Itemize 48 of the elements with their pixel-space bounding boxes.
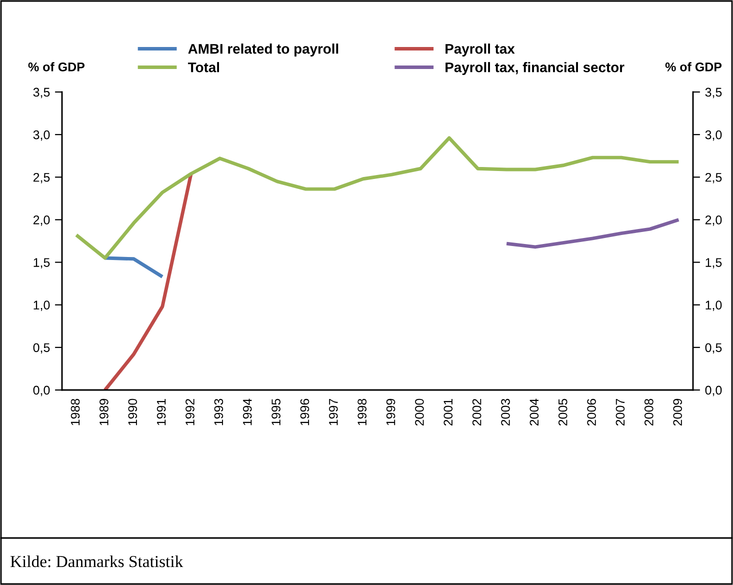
- legend-label: Payroll tax: [446, 44, 515, 57]
- y-tick-label: 0,5: [33, 343, 50, 354]
- x-tick-label: 2000: [415, 398, 424, 426]
- x-tick-label: 1993: [214, 398, 224, 426]
- x-tick-label: 1989: [100, 398, 108, 426]
- y-tick-label: 1,0: [34, 300, 50, 311]
- x-tick-label: 2005: [558, 398, 568, 426]
- x-tick-label: 2002: [472, 398, 482, 426]
- legend-label: AMBI related to payroll: [188, 44, 338, 57]
- y2-axis-title: % of GDP: [665, 62, 722, 72]
- x-tick-label: 1999: [386, 398, 396, 426]
- x-tick-label: 2003: [501, 398, 510, 426]
- x-tick-label: 1988: [70, 398, 80, 426]
- y-tick-label: 3,0: [33, 130, 50, 141]
- line-series: [103, 172, 193, 390]
- text: Kilde: Danmarks Statistik: [10, 555, 184, 568]
- y-tick-label: 3,5: [33, 88, 50, 98]
- y2-tick-label: 1,0: [706, 300, 722, 311]
- y2-tick-label: 3,0: [705, 130, 722, 141]
- y2-tick-label: 1,5: [706, 258, 722, 268]
- x-tick-label: 1991: [156, 398, 166, 426]
- y2-tick-label: 2,5: [705, 172, 722, 184]
- x-tick-label: 1996: [300, 398, 310, 426]
- legend-label: Payroll tax, financial sector: [446, 62, 624, 76]
- y2-tick-label: 2,0: [705, 216, 722, 226]
- x-tick-label: 1998: [358, 398, 367, 426]
- x-tick-label: 1997: [328, 398, 338, 426]
- y-axis-title: % of GDP: [28, 62, 85, 72]
- legend-label: Total: [188, 62, 220, 72]
- x-tick-label: 1990: [128, 398, 138, 426]
- x-tick-label: 2009: [673, 398, 682, 426]
- line-series: [74, 136, 680, 260]
- y-tick-label: 2,5: [33, 172, 50, 184]
- x-tick-label: 1995: [272, 398, 280, 426]
- x-tick-label: 2008: [644, 398, 654, 426]
- y-tick-label: 2,0: [33, 216, 50, 226]
- y2-tick-label: 3,5: [705, 88, 722, 98]
- line-series: [504, 218, 680, 249]
- x-tick-label: 1994: [242, 398, 252, 426]
- x-tick-label: 2007: [616, 398, 625, 426]
- x-tick-label: 2004: [530, 398, 539, 426]
- y-tick-label: 0,0: [33, 386, 50, 396]
- y2-tick-label: 0,0: [705, 386, 722, 396]
- x-tick-label: 2001: [444, 398, 453, 426]
- x-tick-label: 2006: [587, 398, 596, 426]
- y2-tick-label: 0,5: [705, 343, 722, 354]
- x-tick-label: 1992: [186, 398, 194, 426]
- y-tick-label: 1,5: [34, 258, 50, 268]
